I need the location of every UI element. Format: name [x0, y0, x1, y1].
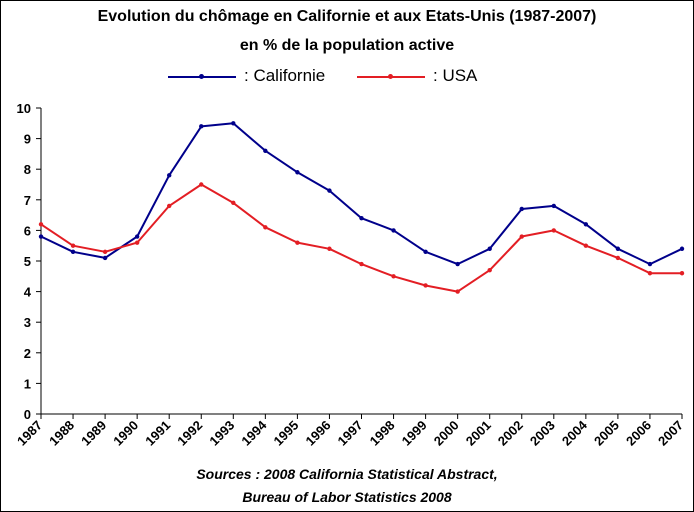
data-point-californie: [583, 222, 589, 227]
legend-marker-californie: [199, 74, 204, 79]
x-tick-label: 1987: [14, 418, 45, 449]
data-point-usa: [519, 234, 524, 239]
x-tick-label: 1988: [46, 418, 77, 449]
y-tick-label: 3: [24, 315, 31, 330]
data-point-usa: [199, 182, 204, 187]
data-point-californie: [455, 261, 460, 267]
data-point-californie: [551, 203, 556, 209]
y-tick-label: 5: [24, 254, 31, 269]
x-tick-label: 2002: [495, 418, 526, 449]
x-tick-label: 1995: [270, 418, 301, 449]
data-point-californie: [679, 246, 685, 251]
data-point-usa: [70, 243, 76, 248]
x-tick-label: 1992: [174, 418, 205, 449]
y-tick-label: 7: [24, 193, 31, 208]
data-point-californie: [487, 246, 492, 251]
data-point-usa: [102, 249, 108, 255]
y-tick-label: 4: [24, 285, 32, 300]
data-point-californie: [647, 261, 653, 267]
data-point-usa: [295, 240, 300, 245]
x-tick-label: 1993: [206, 418, 237, 449]
x-tick-label: 2007: [655, 418, 686, 449]
x-tick-label: 2003: [527, 418, 558, 449]
legend-label-usa: : USA: [433, 66, 478, 85]
data-point-usa: [583, 243, 589, 248]
data-point-usa: [263, 225, 268, 230]
data-point-usa: [167, 203, 172, 209]
x-tick-label: 1994: [238, 417, 270, 449]
legend: : Californie : USA: [0, 65, 694, 89]
legend-label-californie: : Californie: [244, 66, 326, 85]
data-point-usa: [679, 271, 685, 276]
data-point-usa: [391, 274, 396, 279]
data-point-usa: [327, 246, 332, 251]
y-tick-label: 1: [24, 376, 31, 391]
data-point-californie: [615, 246, 621, 251]
x-tick-label: 1989: [78, 418, 109, 449]
y-tick-label: 6: [24, 223, 31, 238]
y-tick-label: 9: [24, 132, 31, 147]
data-point-usa: [647, 271, 653, 276]
data-point-californie: [423, 249, 428, 255]
source-line-2: Bureau of Labor Statistics 2008: [242, 489, 452, 505]
data-point-californie: [134, 234, 140, 239]
x-tick-label: 1998: [367, 418, 398, 449]
data-point-usa: [359, 261, 364, 267]
data-point-californie: [391, 228, 396, 233]
data-point-usa: [487, 267, 492, 273]
data-point-usa: [231, 200, 236, 206]
x-tick-label: 2001: [463, 418, 494, 449]
data-point-californie: [231, 121, 236, 126]
chart-subtitle: en % de la population active: [239, 37, 455, 54]
data-point-usa: [551, 228, 556, 233]
y-tick-label: 8: [24, 162, 31, 177]
x-tick-label: 1991: [142, 418, 173, 449]
y-tick-label: 10: [17, 101, 31, 116]
x-tick-label: 2004: [559, 417, 591, 449]
data-point-californie: [199, 124, 204, 129]
y-tick-label: 2: [24, 346, 31, 361]
data-point-usa: [455, 289, 460, 294]
data-point-usa: [615, 255, 621, 261]
data-point-californie: [38, 234, 44, 239]
x-tick-label: 2000: [431, 418, 462, 449]
x-tick-label: 1997: [335, 418, 366, 449]
data-point-californie: [167, 173, 172, 178]
data-point-usa: [423, 283, 428, 288]
data-point-californie: [295, 170, 300, 175]
data-point-californie: [102, 255, 108, 261]
data-point-usa: [38, 222, 44, 227]
data-point-californie: [327, 188, 332, 193]
legend-marker-usa: [388, 74, 393, 79]
x-tick-label: 2005: [591, 418, 622, 449]
y-tick-label: 0: [24, 407, 31, 422]
data-point-californie: [519, 206, 524, 212]
data-point-californie: [70, 249, 76, 255]
data-point-usa: [134, 240, 140, 245]
x-tick-label: 1996: [303, 418, 334, 449]
x-tick-label: 2006: [623, 418, 654, 449]
x-tick-label: 1990: [110, 418, 141, 449]
source-line-1: Sources : 2008 California Statistical Ab…: [196, 466, 498, 482]
data-point-californie: [263, 148, 268, 154]
data-point-californie: [359, 215, 364, 221]
x-tick-label: 1999: [399, 418, 430, 449]
chart-title: Evolution du chômage en Californie et au…: [97, 8, 597, 25]
